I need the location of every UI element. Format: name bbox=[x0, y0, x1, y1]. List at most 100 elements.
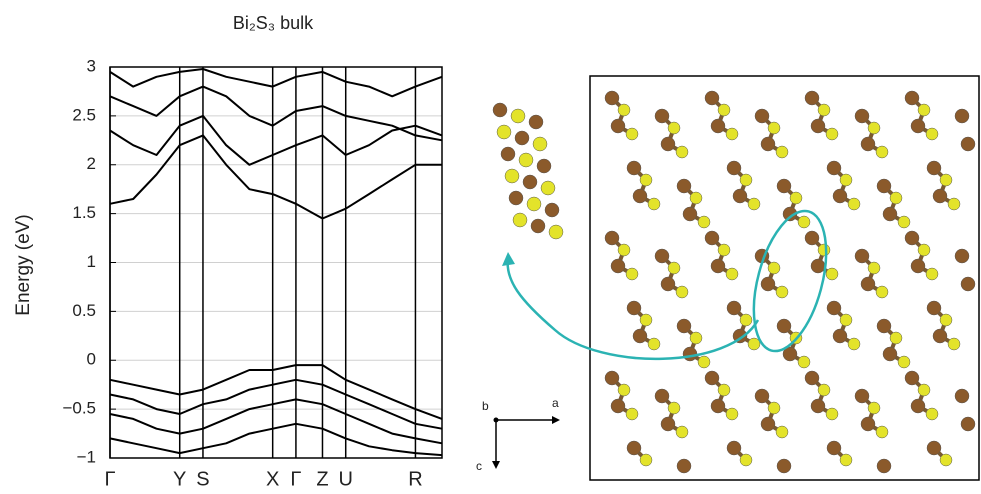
atom bbox=[740, 454, 752, 466]
x-tick-label: Y bbox=[173, 468, 186, 490]
atom bbox=[618, 384, 630, 396]
atom bbox=[898, 216, 910, 228]
y-tick-label: 3 bbox=[87, 56, 96, 75]
arrow-a bbox=[552, 416, 560, 424]
atom bbox=[513, 213, 527, 227]
atom bbox=[927, 161, 941, 175]
atom bbox=[509, 191, 523, 205]
atom bbox=[611, 259, 625, 273]
atom bbox=[876, 426, 888, 438]
atom bbox=[705, 231, 719, 245]
atom bbox=[827, 441, 841, 455]
x-tick-label: Z bbox=[316, 468, 328, 490]
band bbox=[110, 365, 442, 419]
atom bbox=[940, 454, 952, 466]
atom bbox=[918, 244, 930, 256]
atom bbox=[848, 338, 860, 350]
atom bbox=[531, 219, 545, 233]
atom bbox=[961, 417, 975, 431]
atom bbox=[640, 174, 652, 186]
atom bbox=[711, 399, 725, 413]
atom bbox=[523, 175, 537, 189]
atom bbox=[798, 356, 810, 368]
atom bbox=[818, 104, 830, 116]
atom bbox=[648, 198, 660, 210]
atom bbox=[777, 319, 791, 333]
atom bbox=[840, 454, 852, 466]
arrow-head bbox=[502, 252, 515, 266]
y-tick-label: 2.5 bbox=[72, 105, 96, 124]
atom bbox=[761, 277, 775, 291]
atom bbox=[833, 189, 847, 203]
x-tick-label: R bbox=[408, 468, 422, 490]
atom bbox=[818, 244, 830, 256]
atom bbox=[511, 109, 525, 123]
atom bbox=[890, 192, 902, 204]
atom bbox=[868, 402, 880, 414]
atom bbox=[840, 314, 852, 326]
atom bbox=[605, 371, 619, 385]
x-tick-label: U bbox=[338, 468, 352, 490]
atom bbox=[868, 262, 880, 274]
atom bbox=[605, 91, 619, 105]
atom bbox=[690, 192, 702, 204]
y-axis-label: Energy (eV) bbox=[13, 214, 34, 315]
atom bbox=[626, 128, 638, 140]
atom bbox=[727, 301, 741, 315]
atom bbox=[627, 161, 641, 175]
atom bbox=[861, 417, 875, 431]
atom bbox=[940, 174, 952, 186]
atom bbox=[733, 189, 747, 203]
atom bbox=[726, 268, 738, 280]
atom bbox=[661, 417, 675, 431]
atom bbox=[740, 314, 752, 326]
atom bbox=[805, 231, 819, 245]
atom bbox=[726, 408, 738, 420]
atom bbox=[698, 356, 710, 368]
atom bbox=[677, 319, 691, 333]
atom bbox=[777, 459, 791, 473]
atom bbox=[855, 249, 869, 263]
atom bbox=[761, 417, 775, 431]
atom bbox=[926, 128, 938, 140]
atom bbox=[877, 319, 891, 333]
atom bbox=[890, 332, 902, 344]
atom bbox=[519, 153, 533, 167]
atom bbox=[911, 119, 925, 133]
atom bbox=[677, 459, 691, 473]
atom bbox=[905, 231, 919, 245]
atom bbox=[605, 231, 619, 245]
atom bbox=[648, 338, 660, 350]
band bbox=[110, 69, 442, 96]
atom bbox=[905, 371, 919, 385]
atom bbox=[940, 314, 952, 326]
atom bbox=[948, 198, 960, 210]
atom bbox=[926, 408, 938, 420]
atom bbox=[755, 389, 769, 403]
atom bbox=[718, 384, 730, 396]
x-tick-label: X bbox=[266, 468, 279, 490]
atom bbox=[790, 192, 802, 204]
structure-frame bbox=[590, 76, 979, 480]
x-tick-label: Γ bbox=[104, 468, 115, 490]
atom bbox=[655, 109, 669, 123]
atom bbox=[545, 203, 559, 217]
atom bbox=[633, 189, 647, 203]
atom bbox=[911, 259, 925, 273]
atom bbox=[876, 286, 888, 298]
atom bbox=[776, 146, 788, 158]
atom bbox=[826, 268, 838, 280]
atom bbox=[748, 198, 760, 210]
atom bbox=[776, 426, 788, 438]
y-tick-label: 1.5 bbox=[72, 203, 96, 222]
atom bbox=[805, 91, 819, 105]
atom bbox=[705, 371, 719, 385]
annotation: c bbox=[476, 459, 482, 473]
atom bbox=[626, 408, 638, 420]
x-tick-label: S bbox=[196, 468, 209, 490]
atom bbox=[776, 286, 788, 298]
atom bbox=[655, 249, 669, 263]
atom bbox=[527, 197, 541, 211]
atom bbox=[905, 91, 919, 105]
y-tick-label: −0.5 bbox=[62, 399, 96, 418]
